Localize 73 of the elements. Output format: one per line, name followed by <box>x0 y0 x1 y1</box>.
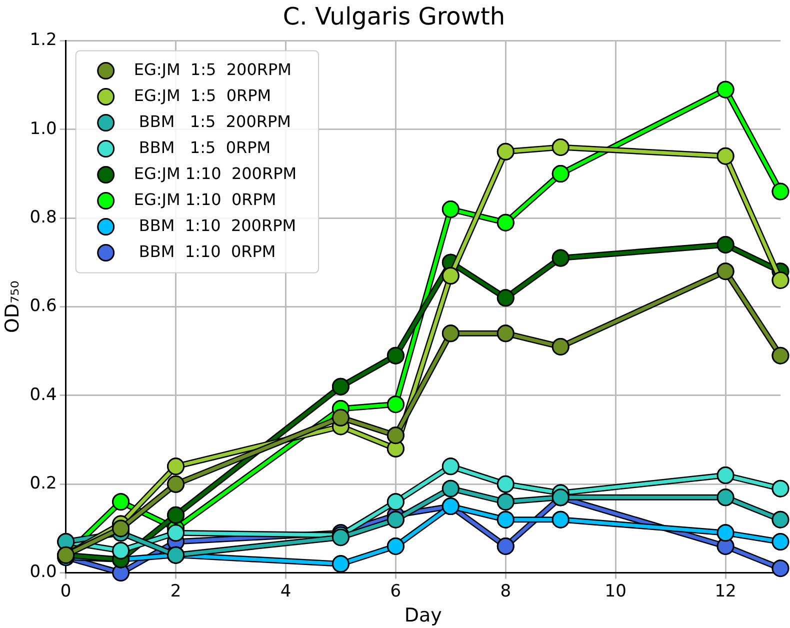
x-tick-label: 6 <box>390 581 402 602</box>
point <box>167 506 185 524</box>
point <box>167 524 185 542</box>
y-tick-label: 0.2 <box>30 474 57 494</box>
point <box>496 493 514 511</box>
point <box>552 510 570 528</box>
y-tick-label: 0.4 <box>30 384 57 405</box>
point <box>772 271 790 289</box>
point <box>772 346 790 364</box>
y-axis-title: OD₇₅₀ <box>1 280 24 334</box>
point <box>496 475 514 493</box>
x-tick-label: 0 <box>60 581 72 602</box>
point <box>716 147 734 165</box>
x-tick-label: 4 <box>280 581 292 602</box>
point <box>552 338 570 356</box>
legend-label: EG:JM 1:5 200RPM <box>134 60 292 79</box>
point <box>496 537 514 555</box>
point <box>716 262 734 280</box>
point <box>496 142 514 160</box>
x-tick-label: 8 <box>500 581 512 602</box>
point <box>442 324 460 342</box>
point <box>442 480 460 498</box>
y-tick-label: 0.8 <box>30 208 57 228</box>
point <box>112 493 130 511</box>
point <box>167 458 185 476</box>
legend-label: BBM 1:5 0RPM <box>134 138 271 157</box>
point <box>386 426 404 444</box>
point <box>167 475 185 493</box>
x-tick-label: 10 <box>604 581 626 602</box>
point <box>496 289 514 307</box>
point <box>772 480 790 498</box>
point <box>716 524 734 542</box>
x-tick-label: 2 <box>170 581 182 602</box>
point <box>332 555 350 573</box>
point <box>496 324 514 342</box>
y-tick-label: 0.0 <box>30 562 57 582</box>
point <box>386 346 404 364</box>
point <box>386 510 404 528</box>
point <box>386 493 404 511</box>
point <box>386 537 404 555</box>
point <box>112 520 130 538</box>
y-tick-label: 0.6 <box>30 296 57 316</box>
legend-label: BBM 1:10 0RPM <box>134 242 276 261</box>
point <box>552 138 570 156</box>
point <box>332 378 350 396</box>
point <box>496 510 514 528</box>
point <box>386 396 404 414</box>
point <box>442 200 460 218</box>
point <box>772 182 790 200</box>
point <box>716 488 734 506</box>
point <box>112 542 130 560</box>
x-axis-title: Day <box>404 604 442 627</box>
point <box>716 466 734 484</box>
y-tick-label: 1.2 <box>30 30 57 50</box>
x-tick-label: 12 <box>714 581 736 602</box>
legend-label: EG:JM 1:10 200RPM <box>134 164 297 183</box>
chart-title: C. Vulgaris Growth <box>282 2 506 31</box>
legend-label: BBM 1:5 200RPM <box>134 112 291 131</box>
legend-label: BBM 1:10 200RPM <box>134 216 296 235</box>
point <box>332 408 350 426</box>
point <box>552 165 570 183</box>
point <box>442 458 460 476</box>
point <box>772 533 790 551</box>
point <box>716 236 734 254</box>
point <box>772 510 790 528</box>
point <box>496 214 514 232</box>
legend-label: EG:JM 1:10 0RPM <box>134 190 276 209</box>
point <box>772 560 790 578</box>
point <box>552 249 570 267</box>
y-tick-label: 1.0 <box>30 118 57 139</box>
point <box>716 80 734 98</box>
legend-label: EG:JM 1:5 0RPM <box>134 86 272 105</box>
point <box>442 267 460 285</box>
